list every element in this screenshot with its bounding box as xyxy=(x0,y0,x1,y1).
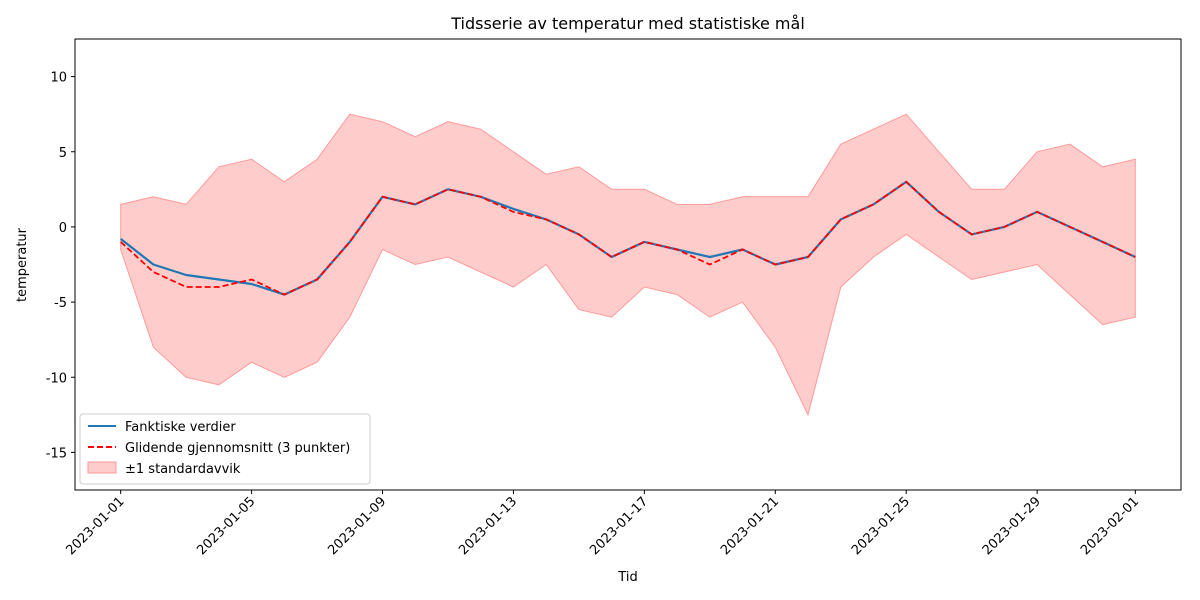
std-band xyxy=(120,113,1136,417)
legend-label-rolling: Glidende gjennomsnitt (3 punkter) xyxy=(125,441,350,456)
y-tick-label: -10 xyxy=(46,371,67,386)
legend-label-actual: Fanktiske verdier xyxy=(125,420,236,435)
y-tick-label: 5 xyxy=(59,146,67,161)
actual-values-line xyxy=(120,180,1136,296)
x-tick-label: 2023-02-01 xyxy=(1078,494,1142,558)
y-axis-title: temperatur xyxy=(15,227,30,302)
chart-title: Tidsserie av temperatur med statistiske … xyxy=(450,14,805,33)
x-tick-label: 2023-01-09 xyxy=(325,494,389,558)
std-band-layer xyxy=(120,113,1136,417)
x-axis-title: Tid xyxy=(617,570,637,585)
x-tick-label: 2023-01-13 xyxy=(456,494,520,558)
x-tick-label: 2023-01-21 xyxy=(718,494,782,558)
y-tick-label: 10 xyxy=(50,71,67,86)
legend-swatch-band xyxy=(87,461,117,474)
legend-box xyxy=(79,413,371,485)
legend: Fanktiske verdier Glidende gjennomsnitt (… xyxy=(79,413,371,485)
y-tick-label: -15 xyxy=(46,446,67,461)
plot-frame xyxy=(74,38,1182,491)
y-tick-label: 0 xyxy=(59,221,67,236)
x-tick-label: 2023-01-17 xyxy=(587,494,651,558)
y-tick-label: -5 xyxy=(54,296,67,311)
legend-label-band: ±1 standardavvik xyxy=(125,462,241,477)
x-tick-label: 2023-01-01 xyxy=(63,494,127,558)
x-tick-label: 2023-01-29 xyxy=(980,494,1044,558)
x-tick-label: 2023-01-25 xyxy=(849,494,913,558)
series-layer xyxy=(120,180,1136,296)
x-tick-label: 2023-01-05 xyxy=(194,494,258,558)
